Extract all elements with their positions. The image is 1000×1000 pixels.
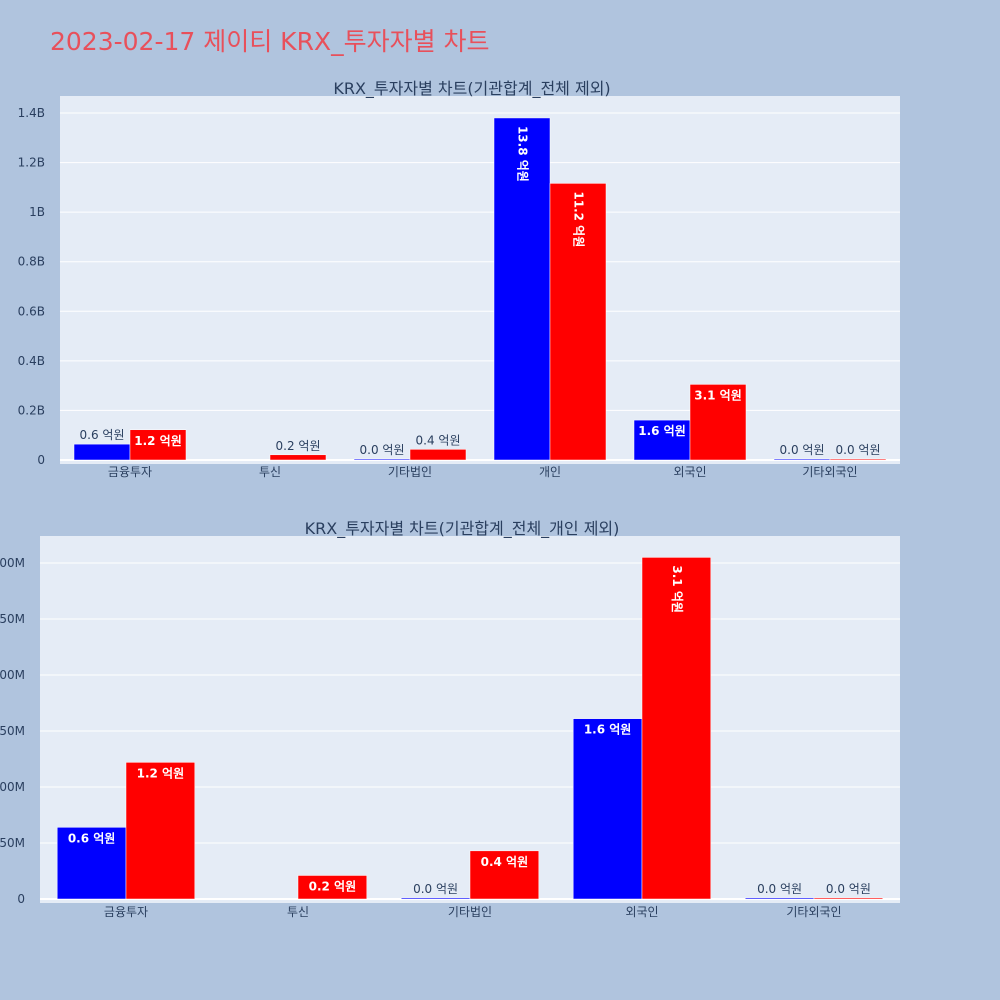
data-label: 3.1 억원 xyxy=(670,565,684,613)
bar xyxy=(129,429,187,461)
data-label: 11.2 억원 xyxy=(572,191,586,247)
bar xyxy=(400,897,471,900)
y-tick-label: 100M xyxy=(0,780,25,794)
y-tick-label: 0.6B xyxy=(18,304,45,318)
bar xyxy=(409,449,467,461)
data-label: 0.2 억원 xyxy=(276,439,321,453)
data-label: 1.2 억원 xyxy=(137,766,185,780)
bar xyxy=(829,458,887,461)
x-tick-label: 금융투자 xyxy=(104,905,148,919)
data-label: 0.4 억원 xyxy=(416,433,461,447)
y-tick-label: 300M xyxy=(0,556,25,570)
x-tick-label: 개인 xyxy=(539,465,561,479)
chart-title: KRX_투자자별 차트(기관합계_전체 제외) xyxy=(333,79,610,99)
bar xyxy=(125,762,196,900)
data-label: 0.0 억원 xyxy=(836,443,881,457)
bar xyxy=(633,419,691,461)
bar xyxy=(297,875,368,900)
plot-area xyxy=(60,96,900,464)
x-tick-label: 외국인 xyxy=(673,465,706,479)
y-tick-label: 0.8B xyxy=(18,255,45,269)
x-tick-label: 기타외국인 xyxy=(786,905,841,919)
y-tick-label: 1.2B xyxy=(18,156,45,170)
y-tick-label: 1.4B xyxy=(18,106,45,120)
data-label: 1.6 억원 xyxy=(584,723,632,737)
bar xyxy=(689,384,747,461)
bar xyxy=(549,183,607,461)
x-tick-label: 외국인 xyxy=(625,905,658,919)
chart-title: KRX_투자자별 차트(기관합계_전체_개인 제외) xyxy=(305,519,620,539)
bar xyxy=(744,897,815,900)
bar xyxy=(269,454,327,461)
bar xyxy=(73,443,131,461)
data-label: 0.4 억원 xyxy=(481,855,529,869)
x-tick-label: 기타외국인 xyxy=(802,465,857,479)
data-label: 0.0 억원 xyxy=(360,443,405,457)
x-tick-label: 기타법인 xyxy=(448,905,492,919)
bar xyxy=(572,718,643,900)
bar xyxy=(469,850,540,900)
x-tick-label: 투신 xyxy=(259,465,281,479)
y-tick-label: 0 xyxy=(17,892,25,906)
data-label: 3.1 억원 xyxy=(694,388,742,402)
data-label: 1.2 억원 xyxy=(134,434,182,448)
data-label: 0.6 억원 xyxy=(68,831,116,845)
y-tick-label: 250M xyxy=(0,612,25,626)
y-tick-label: 0 xyxy=(37,453,45,467)
data-label: 0.0 억원 xyxy=(826,882,871,896)
data-label: 1.6 억원 xyxy=(638,424,686,438)
data-label: 0.6 억원 xyxy=(80,428,125,442)
data-label: 13.8 억원 xyxy=(516,126,530,182)
data-label: 0.0 억원 xyxy=(413,882,458,896)
bar xyxy=(773,458,831,461)
y-tick-label: 200M xyxy=(0,668,25,682)
bar xyxy=(353,458,411,461)
page-title: 2023-02-17 제이티 KRX_투자자별 차트 xyxy=(50,27,490,56)
bar xyxy=(493,117,551,461)
x-tick-label: 투신 xyxy=(287,905,309,919)
data-label: 0.0 억원 xyxy=(780,443,825,457)
x-tick-label: 기타법인 xyxy=(388,465,432,479)
y-tick-label: 0.2B xyxy=(18,403,45,417)
bar xyxy=(813,897,884,900)
y-tick-label: 50M xyxy=(0,836,25,850)
bar xyxy=(641,557,712,900)
x-tick-label: 금융투자 xyxy=(108,465,152,479)
y-tick-label: 0.4B xyxy=(18,354,45,368)
data-label: 0.0 억원 xyxy=(757,882,802,896)
y-tick-label: 150M xyxy=(0,724,25,738)
bar xyxy=(56,827,127,900)
data-label: 0.2 억원 xyxy=(309,879,357,893)
y-tick-label: 1B xyxy=(29,205,45,219)
